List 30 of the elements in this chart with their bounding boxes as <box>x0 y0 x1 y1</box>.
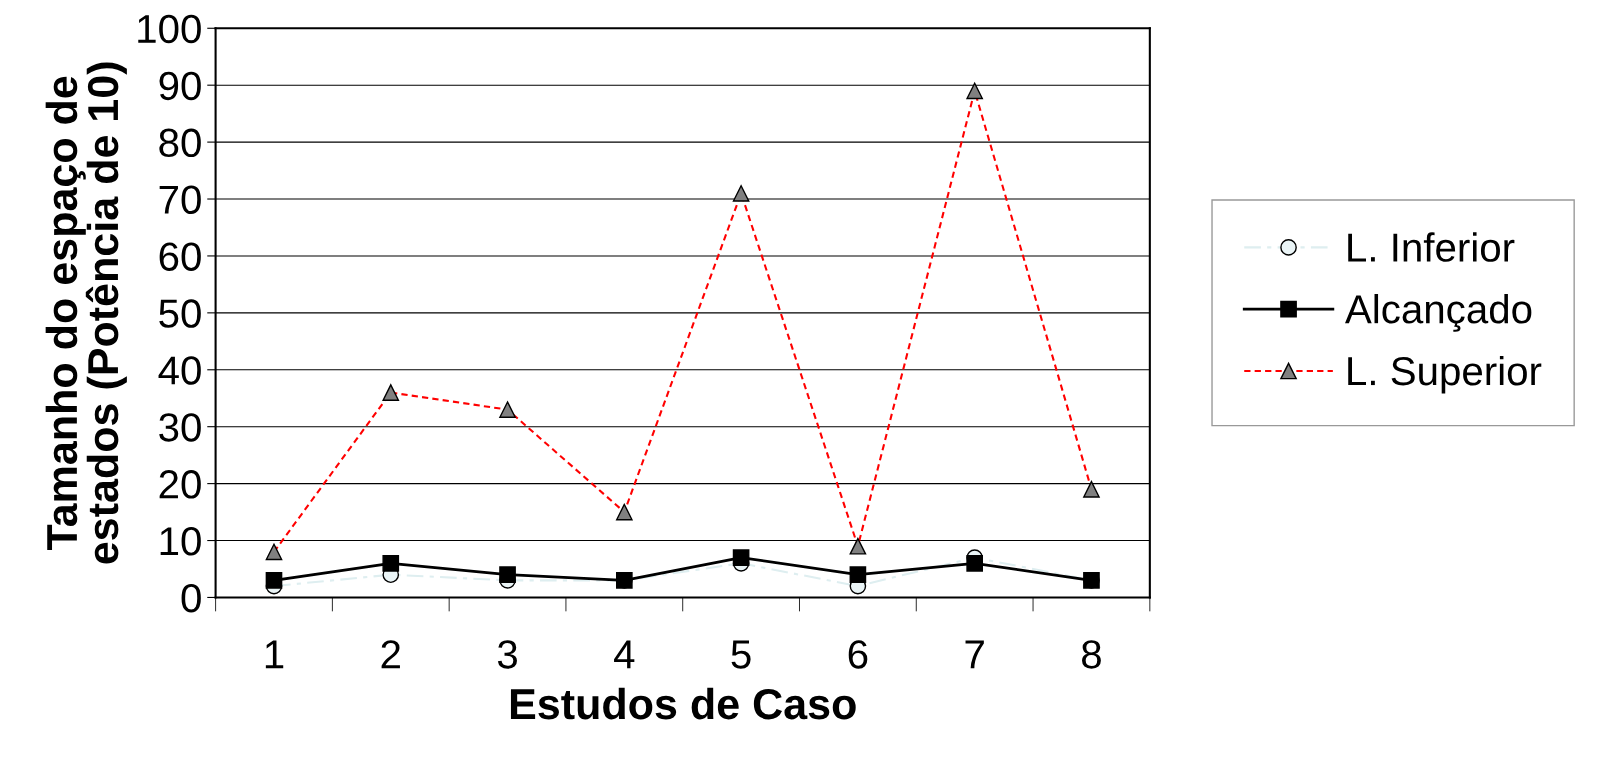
point <box>499 566 516 584</box>
y-axis-title: Tamanho do espaço de estados (Potência de 10) <box>45 62 127 564</box>
y-tick-label: 0 <box>181 583 201 613</box>
x-tick-label: 3 <box>497 640 517 669</box>
legend-label: Alcançado <box>1345 294 1532 332</box>
x-axis-title: Estudos de Caso <box>510 687 856 720</box>
x-tick-label: 7 <box>965 640 984 669</box>
y-tick-label: 80 <box>159 128 201 158</box>
y-tick-label: 100 <box>138 14 201 44</box>
point <box>732 549 750 566</box>
x-tick-label: 5 <box>731 640 751 669</box>
y-tick-label: 20 <box>159 470 201 499</box>
x-tick-label: 1 <box>265 640 284 669</box>
y-tick-label: 30 <box>159 413 201 442</box>
point <box>849 566 867 584</box>
y-tick-label: 10 <box>160 527 201 556</box>
y-tick-label: 90 <box>159 71 201 101</box>
point <box>265 572 283 589</box>
y-tick-label: 40 <box>158 356 201 385</box>
x-tick-label: 8 <box>1082 640 1101 669</box>
y-tick-label: 50 <box>159 299 201 328</box>
x-tick-label: 4 <box>614 640 635 669</box>
x-tick-label: 2 <box>381 640 400 669</box>
point <box>966 554 984 572</box>
point <box>382 554 400 572</box>
y-tick-label: 60 <box>159 242 201 271</box>
legend-label: L. Superior <box>1348 355 1542 394</box>
x-tick-label: 6 <box>848 640 868 669</box>
legend-label: L. Inferior <box>1348 232 1515 262</box>
y-tick-label: 70 <box>159 185 201 215</box>
